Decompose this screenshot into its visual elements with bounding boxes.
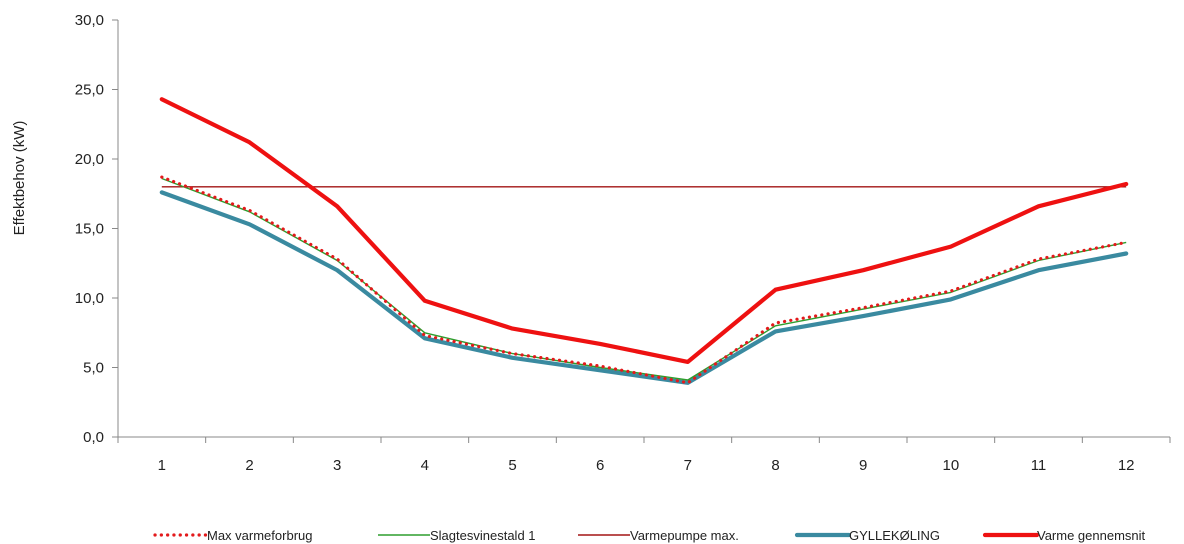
x-tick-label: 5: [508, 457, 516, 474]
x-tick-label: 3: [333, 457, 341, 474]
y-tick-label: 0,0: [83, 429, 104, 446]
legend-label: GYLLEKØLING: [849, 528, 940, 543]
x-tick-label: 4: [421, 457, 429, 474]
x-tick-label: 2: [245, 457, 253, 474]
x-tick-label: 8: [771, 457, 779, 474]
y-tick-label: 5,0: [83, 360, 104, 377]
x-tick-label: 10: [942, 457, 959, 474]
y-tick-label: 30,0: [75, 12, 104, 29]
x-tick-label: 12: [1118, 457, 1135, 474]
x-tick-labels: 1 2 3 4 5 6 7 8 9 10 11 12: [158, 457, 1135, 474]
axes: [112, 19, 1171, 443]
legend-label: Varme gennemsnit: [1037, 528, 1146, 543]
series-line-4: [159, 190, 1129, 385]
x-tick-label: 11: [1031, 457, 1047, 474]
legend-label: Max varmeforbrug: [207, 528, 312, 543]
x-tick-label: 9: [859, 457, 867, 474]
y-tick-label: 10,0: [75, 290, 104, 307]
x-tick-label: 6: [596, 457, 604, 474]
y-tick-labels: 0,0 5,0 10,0 15,0 20,0 25,0 30,0: [75, 12, 104, 446]
y-tick-label: 15,0: [75, 221, 104, 238]
y-tick-label: 25,0: [75, 82, 104, 99]
x-tick-label: 1: [158, 457, 166, 474]
y-axis-label: Effektbehov (kW): [11, 121, 28, 236]
legend: Max varmeforbrug Slagtesvinestald 1 Varmep…: [153, 528, 1146, 543]
series-line-2: [161, 177, 1127, 381]
legend-label: Slagtesvinestald 1: [430, 528, 536, 543]
y-tick-label: 20,0: [75, 151, 104, 168]
x-tick-label: 7: [684, 457, 692, 474]
series-line-1: [160, 175, 1128, 385]
series-line-5: [159, 97, 1129, 364]
series-lines: [159, 97, 1129, 385]
legend-label: Varmepumpe max.: [630, 528, 739, 543]
